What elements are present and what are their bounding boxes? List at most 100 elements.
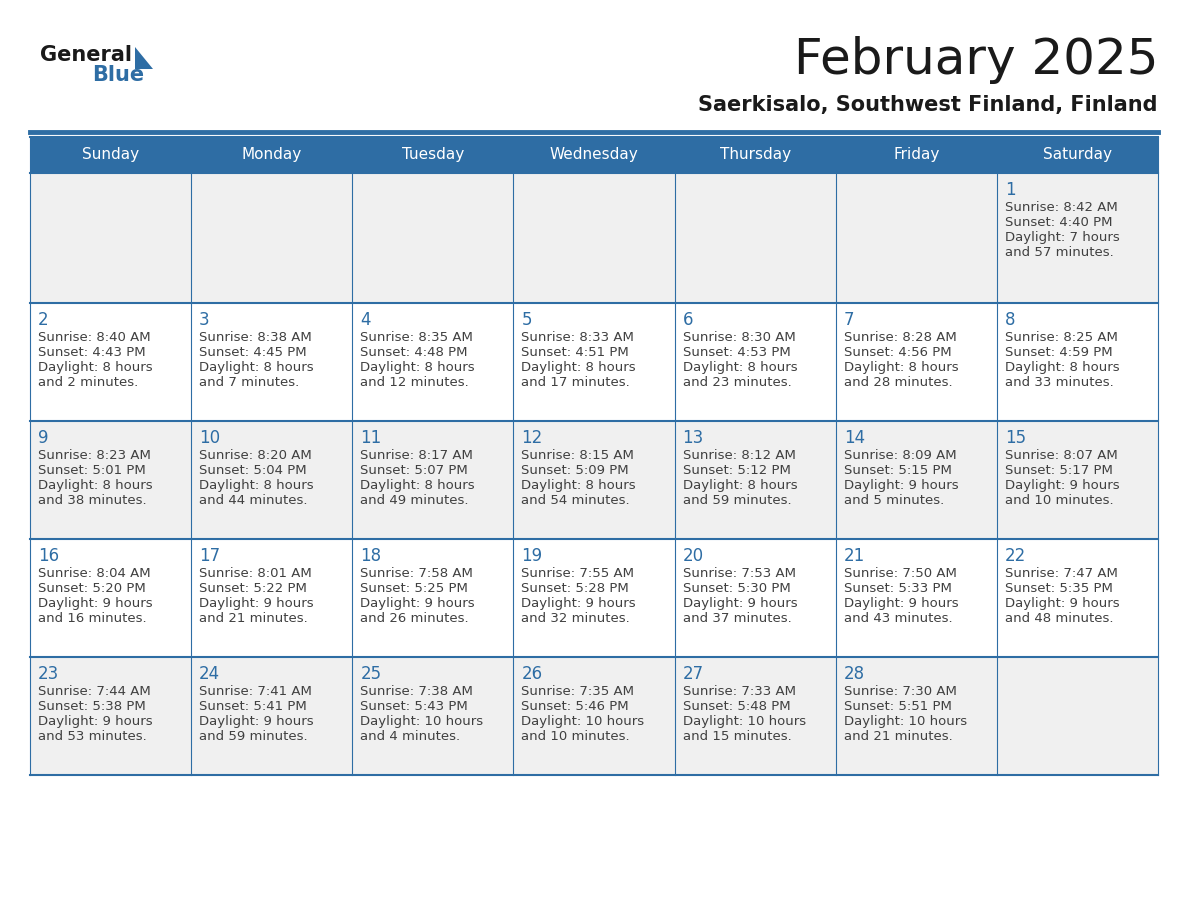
Text: 8: 8 [1005,311,1016,329]
Text: and 37 minutes.: and 37 minutes. [683,612,791,625]
Text: Sunset: 5:09 PM: Sunset: 5:09 PM [522,464,630,477]
Text: 25: 25 [360,665,381,683]
Text: Sunset: 5:25 PM: Sunset: 5:25 PM [360,582,468,595]
Text: Daylight: 8 hours: Daylight: 8 hours [200,479,314,492]
Text: Sunrise: 7:50 AM: Sunrise: 7:50 AM [843,567,956,580]
Text: and 12 minutes.: and 12 minutes. [360,376,469,389]
Text: and 48 minutes.: and 48 minutes. [1005,612,1113,625]
Text: Daylight: 9 hours: Daylight: 9 hours [1005,479,1119,492]
Text: and 28 minutes.: and 28 minutes. [843,376,953,389]
Text: 2: 2 [38,311,49,329]
Text: Daylight: 9 hours: Daylight: 9 hours [360,597,475,610]
Text: Sunset: 5:43 PM: Sunset: 5:43 PM [360,700,468,713]
Bar [353,657,513,775]
Text: Sunrise: 7:47 AM: Sunrise: 7:47 AM [1005,567,1118,580]
Text: Sunset: 5:22 PM: Sunset: 5:22 PM [200,582,307,595]
Text: Thursday: Thursday [720,148,791,162]
Bar [513,657,675,775]
Text: and 32 minutes.: and 32 minutes. [522,612,630,625]
Text: Daylight: 10 hours: Daylight: 10 hours [360,715,484,728]
Bar [30,657,191,775]
Text: 19: 19 [522,547,543,565]
Text: Sunset: 5:28 PM: Sunset: 5:28 PM [522,582,630,595]
Bar [191,173,353,303]
Text: Daylight: 9 hours: Daylight: 9 hours [200,597,314,610]
Text: Sunrise: 8:07 AM: Sunrise: 8:07 AM [1005,449,1118,462]
Text: and 10 minutes.: and 10 minutes. [522,730,630,743]
Text: Daylight: 9 hours: Daylight: 9 hours [200,715,314,728]
Text: and 7 minutes.: and 7 minutes. [200,376,299,389]
Bar [835,173,997,303]
Bar [997,173,1158,303]
Text: Sunset: 5:15 PM: Sunset: 5:15 PM [843,464,952,477]
Text: Daylight: 8 hours: Daylight: 8 hours [360,361,475,374]
Text: and 10 minutes.: and 10 minutes. [1005,494,1113,507]
Text: and 5 minutes.: and 5 minutes. [843,494,944,507]
Text: Daylight: 9 hours: Daylight: 9 hours [38,715,152,728]
Bar [30,173,191,303]
Text: Sunrise: 8:28 AM: Sunrise: 8:28 AM [843,331,956,344]
Text: Saerkisalo, Southwest Finland, Finland: Saerkisalo, Southwest Finland, Finland [699,95,1158,115]
Text: 9: 9 [38,429,49,447]
Text: 23: 23 [38,665,59,683]
Bar [353,173,513,303]
Text: Saturday: Saturday [1043,148,1112,162]
Text: Sunset: 4:59 PM: Sunset: 4:59 PM [1005,346,1112,359]
Bar [675,173,835,303]
Text: Daylight: 8 hours: Daylight: 8 hours [843,361,959,374]
Bar [513,421,675,539]
Text: Sunrise: 7:30 AM: Sunrise: 7:30 AM [843,685,956,698]
Text: Sunrise: 8:25 AM: Sunrise: 8:25 AM [1005,331,1118,344]
Text: 18: 18 [360,547,381,565]
Text: 22: 22 [1005,547,1026,565]
Bar [675,657,835,775]
Text: 4: 4 [360,311,371,329]
Bar [513,173,675,303]
Bar [30,303,191,421]
Text: 28: 28 [843,665,865,683]
Text: 12: 12 [522,429,543,447]
Text: and 26 minutes.: and 26 minutes. [360,612,469,625]
Text: Daylight: 9 hours: Daylight: 9 hours [843,597,959,610]
Text: Daylight: 8 hours: Daylight: 8 hours [38,361,152,374]
Text: Sunset: 5:38 PM: Sunset: 5:38 PM [38,700,146,713]
Text: and 54 minutes.: and 54 minutes. [522,494,630,507]
Bar [997,421,1158,539]
Bar [997,539,1158,657]
Text: Sunday: Sunday [82,148,139,162]
Text: Sunrise: 8:12 AM: Sunrise: 8:12 AM [683,449,796,462]
Text: and 21 minutes.: and 21 minutes. [200,612,308,625]
Text: Sunrise: 8:15 AM: Sunrise: 8:15 AM [522,449,634,462]
Text: Sunset: 5:41 PM: Sunset: 5:41 PM [200,700,307,713]
Text: Sunset: 4:53 PM: Sunset: 4:53 PM [683,346,790,359]
Text: and 4 minutes.: and 4 minutes. [360,730,461,743]
Text: 5: 5 [522,311,532,329]
Text: Sunset: 4:40 PM: Sunset: 4:40 PM [1005,216,1112,229]
Text: Sunset: 5:01 PM: Sunset: 5:01 PM [38,464,146,477]
Text: Daylight: 10 hours: Daylight: 10 hours [683,715,805,728]
Text: Sunset: 5:17 PM: Sunset: 5:17 PM [1005,464,1113,477]
Text: Daylight: 8 hours: Daylight: 8 hours [522,479,636,492]
Text: Sunset: 5:04 PM: Sunset: 5:04 PM [200,464,307,477]
Text: Sunset: 4:43 PM: Sunset: 4:43 PM [38,346,146,359]
Text: Friday: Friday [893,148,940,162]
Text: Daylight: 8 hours: Daylight: 8 hours [522,361,636,374]
Text: Sunrise: 8:09 AM: Sunrise: 8:09 AM [843,449,956,462]
Text: Sunset: 5:35 PM: Sunset: 5:35 PM [1005,582,1113,595]
Text: 14: 14 [843,429,865,447]
Text: Sunrise: 8:40 AM: Sunrise: 8:40 AM [38,331,151,344]
Text: Sunset: 5:51 PM: Sunset: 5:51 PM [843,700,952,713]
Text: and 57 minutes.: and 57 minutes. [1005,246,1113,259]
Text: Daylight: 7 hours: Daylight: 7 hours [1005,231,1119,244]
Text: and 59 minutes.: and 59 minutes. [200,730,308,743]
Bar [997,657,1158,775]
Bar [675,303,835,421]
Text: Sunrise: 7:33 AM: Sunrise: 7:33 AM [683,685,796,698]
Text: Sunrise: 8:33 AM: Sunrise: 8:33 AM [522,331,634,344]
Bar [835,539,997,657]
Text: 6: 6 [683,311,693,329]
Text: and 59 minutes.: and 59 minutes. [683,494,791,507]
Text: Sunrise: 8:01 AM: Sunrise: 8:01 AM [200,567,312,580]
Text: and 23 minutes.: and 23 minutes. [683,376,791,389]
Text: Daylight: 8 hours: Daylight: 8 hours [38,479,152,492]
